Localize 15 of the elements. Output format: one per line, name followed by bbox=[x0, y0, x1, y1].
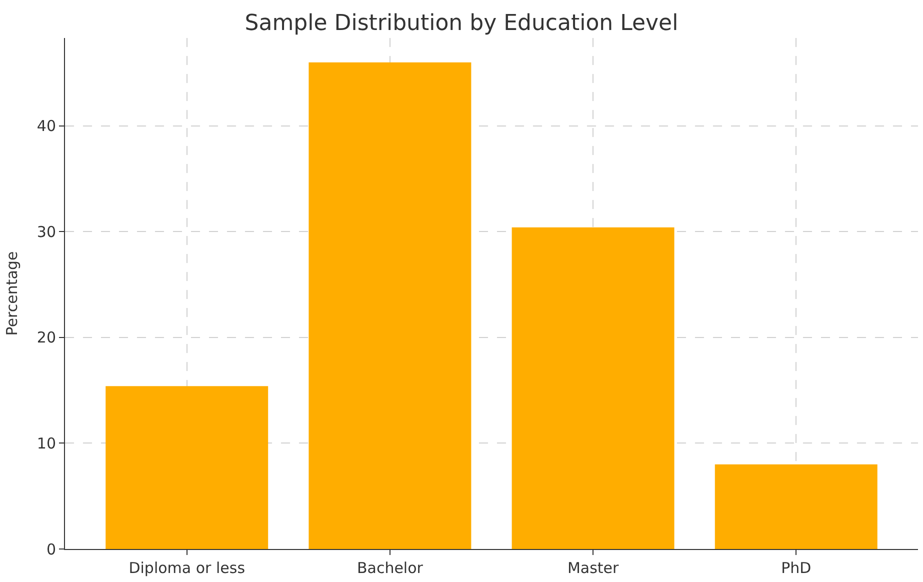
bar bbox=[106, 386, 268, 549]
y-tick-label: 30 bbox=[36, 222, 56, 241]
x-tick-label: Master bbox=[567, 559, 620, 577]
bar bbox=[512, 227, 674, 549]
y-tick-label: 20 bbox=[36, 328, 56, 347]
x-tick-label: PhD bbox=[781, 559, 812, 577]
y-tick-label: 0 bbox=[46, 540, 56, 558]
bar bbox=[714, 464, 878, 549]
y-tick-label: 10 bbox=[36, 434, 56, 452]
chart-title: Sample Distribution by Education Level bbox=[244, 10, 678, 36]
y-axis-title: Percentage bbox=[3, 251, 22, 336]
bar bbox=[308, 62, 472, 549]
y-tick-label: 40 bbox=[36, 117, 56, 136]
x-tick-label: Diploma or less bbox=[128, 559, 246, 577]
x-tick-label: Bachelor bbox=[356, 559, 424, 577]
